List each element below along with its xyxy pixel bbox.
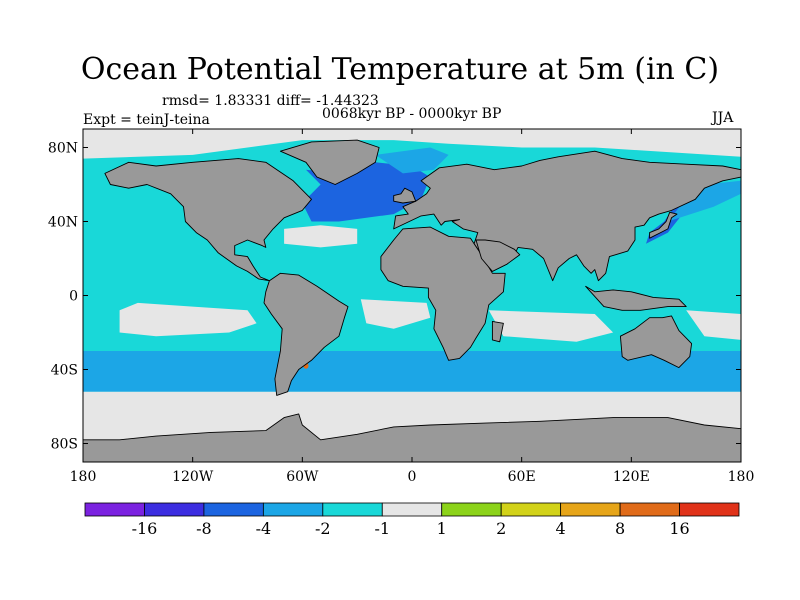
colorbar-label-4: -1 <box>374 519 390 538</box>
north-pacific-cool-region <box>667 180 741 222</box>
x-tick-label: 180 <box>728 469 755 485</box>
experiment-label: Expt = teinJ-teina <box>83 112 210 128</box>
colorbar-label-0: -16 <box>132 519 158 538</box>
season-label: JJA <box>712 110 734 126</box>
chart-title: Ocean Potential Temperature at 5m (in C) <box>80 52 720 87</box>
land-madagascar <box>491 320 504 343</box>
colorbar-label-1: -8 <box>196 519 212 538</box>
rmsd-diff-stats: rmsd= 1.83331 diff= -1.44323 <box>162 93 379 109</box>
colorbar-label-2: -4 <box>256 519 272 538</box>
arctic-nearzero-region <box>83 129 741 159</box>
norwegian-sea-cool-region <box>375 147 449 174</box>
colorbar-swatch-6 <box>441 502 502 517</box>
colorbar-swatch-9 <box>619 502 680 517</box>
land-australia <box>619 315 693 369</box>
colorbar-label-7: 4 <box>556 519 566 538</box>
land-indonesia <box>585 285 687 311</box>
colorbar-swatch-3 <box>262 502 324 517</box>
land-arabia <box>475 239 521 272</box>
time-period-label: 0068kyr BP - 0000kyr BP <box>322 106 502 122</box>
colorbar-swatch-4 <box>322 502 383 517</box>
land-greenland <box>279 139 380 185</box>
colorbar-swatch-5 <box>381 502 443 517</box>
map-axes: 180 120W 60W 0 60E 120E 180 80N 40N 0 40S 80S <box>48 128 755 485</box>
x-tick-label: 60W <box>286 469 319 485</box>
colorbar-label-3: -2 <box>315 519 331 538</box>
x-tick-label: 0 <box>408 469 417 485</box>
south-pacific-nearzero-region <box>119 302 257 337</box>
sargasso-nearzero-region <box>284 225 358 248</box>
colorbar-swatch-8 <box>560 502 621 517</box>
land-japan <box>649 211 678 239</box>
colorbar-swatch-0 <box>84 502 145 517</box>
colorbar-swatch-10 <box>679 502 740 517</box>
map-plot <box>82 129 742 463</box>
x-tick-label: 120W <box>172 469 214 485</box>
y-tick-label: 40N <box>48 215 78 231</box>
indian-ocean-nearzero-region <box>488 310 614 342</box>
colorbar-swatch-1 <box>144 502 205 517</box>
land-north-america <box>104 158 312 282</box>
colorbar-label-9: 16 <box>669 519 689 538</box>
south-atlantic-nearzero-region <box>360 299 431 329</box>
colorbar-label-6: 2 <box>496 519 506 538</box>
southern-ocean-cool-band <box>83 351 741 392</box>
colorbar-label-5: 1 <box>437 519 447 538</box>
x-tick-label: 60E <box>508 469 536 485</box>
colorbar-swatch-2 <box>203 502 264 517</box>
colorbar-swatch-7 <box>500 502 562 517</box>
land-africa <box>380 226 506 361</box>
x-tick-label: 120E <box>613 469 650 485</box>
west-pacific-nearzero-region <box>686 310 741 340</box>
colorbar-label-8: 8 <box>615 519 625 538</box>
x-tick-label: 180 <box>70 469 97 485</box>
land-antarctica <box>82 413 742 463</box>
land-south-america <box>263 272 349 396</box>
y-tick-label: 80N <box>48 141 78 157</box>
y-tick-label: 0 <box>69 289 78 305</box>
y-tick-label: 80S <box>51 437 78 453</box>
land-british-isles <box>393 187 417 204</box>
y-tick-label: 40S <box>51 363 78 379</box>
colorbar: -16 -8 -4 -2 -1 1 2 4 8 16 <box>84 502 740 538</box>
